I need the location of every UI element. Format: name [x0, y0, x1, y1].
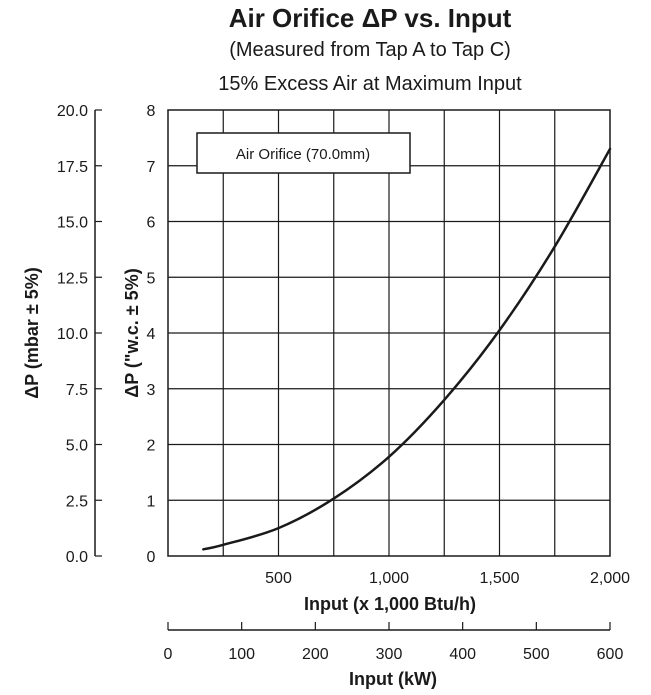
chart-title: Air Orifice ΔP vs. Input: [229, 3, 512, 33]
secondary-y-tick-label: 10.0: [57, 326, 88, 343]
y-axis-ticks: 0 1 2 3 4 5 6 7 8: [147, 103, 156, 566]
secondary-x-axis-title: Input (kW): [349, 669, 437, 689]
secondary-x-tick-label: 100: [228, 646, 255, 663]
secondary-x-tick-label: 500: [523, 646, 550, 663]
secondary-x-tick-label: 0: [164, 646, 173, 663]
y-tick-label: 8: [147, 103, 156, 120]
x-tick-label: 500: [265, 570, 292, 587]
secondary-y-axis: 0.0 2.5 5.0 7.5 10.0 12.5 15.0 17.5 20.0: [57, 103, 102, 566]
secondary-x-tick-label: 400: [449, 646, 476, 663]
y-tick-label: 7: [147, 159, 156, 176]
secondary-x-tick-label: 300: [376, 646, 403, 663]
secondary-y-tick-label: 17.5: [57, 159, 88, 176]
y-tick-label: 4: [147, 326, 156, 343]
secondary-y-tick-label: 7.5: [66, 382, 88, 399]
chart-subtitle-2: 15% Excess Air at Maximum Input: [218, 73, 522, 95]
x-tick-label: 2,000: [590, 570, 630, 587]
y-tick-label: 5: [147, 270, 156, 287]
legend-box: [196, 132, 411, 174]
x-tick-label: 1,000: [369, 570, 409, 587]
secondary-y-tick-label: 12.5: [57, 270, 88, 287]
series-layer: [202, 147, 612, 551]
y-tick-label: 1: [147, 493, 156, 510]
secondary-y-tick-label: 5.0: [66, 438, 88, 455]
series-line: [202, 147, 612, 551]
secondary-x-axis: 0 100 200 300 400 500 600: [164, 622, 624, 663]
x-axis-title: Input (x 1,000 Btu/h): [304, 594, 476, 614]
chart-subtitle-1: (Measured from Tap A to Tap C): [229, 39, 511, 61]
secondary-x-tick-label: 600: [597, 646, 624, 663]
legend-label: Air Orifice (70.0mm): [236, 146, 370, 163]
y-axis-title: ΔP ("w.c. ± 5%): [122, 268, 142, 397]
secondary-y-tick-label: 2.5: [66, 493, 88, 510]
grid: [168, 110, 610, 556]
y-tick-label: 0: [147, 549, 156, 566]
secondary-y-tick-label: 0.0: [66, 549, 88, 566]
plot-frame: [167, 109, 611, 557]
x-axis-ticks: 500 1,000 1,500 2,000: [265, 570, 630, 587]
secondary-y-tick-label: 20.0: [57, 103, 88, 120]
y-tick-label: 6: [147, 215, 156, 232]
legend: Air Orifice (70.0mm): [196, 132, 411, 174]
x-tick-label: 1,500: [479, 570, 519, 587]
y-tick-label: 2: [147, 438, 156, 455]
y-tick-label: 3: [147, 382, 156, 399]
secondary-y-axis-title: ΔP (mbar ± 5%): [22, 267, 42, 399]
secondary-y-tick-label: 15.0: [57, 215, 88, 232]
secondary-x-tick-label: 200: [302, 646, 329, 663]
